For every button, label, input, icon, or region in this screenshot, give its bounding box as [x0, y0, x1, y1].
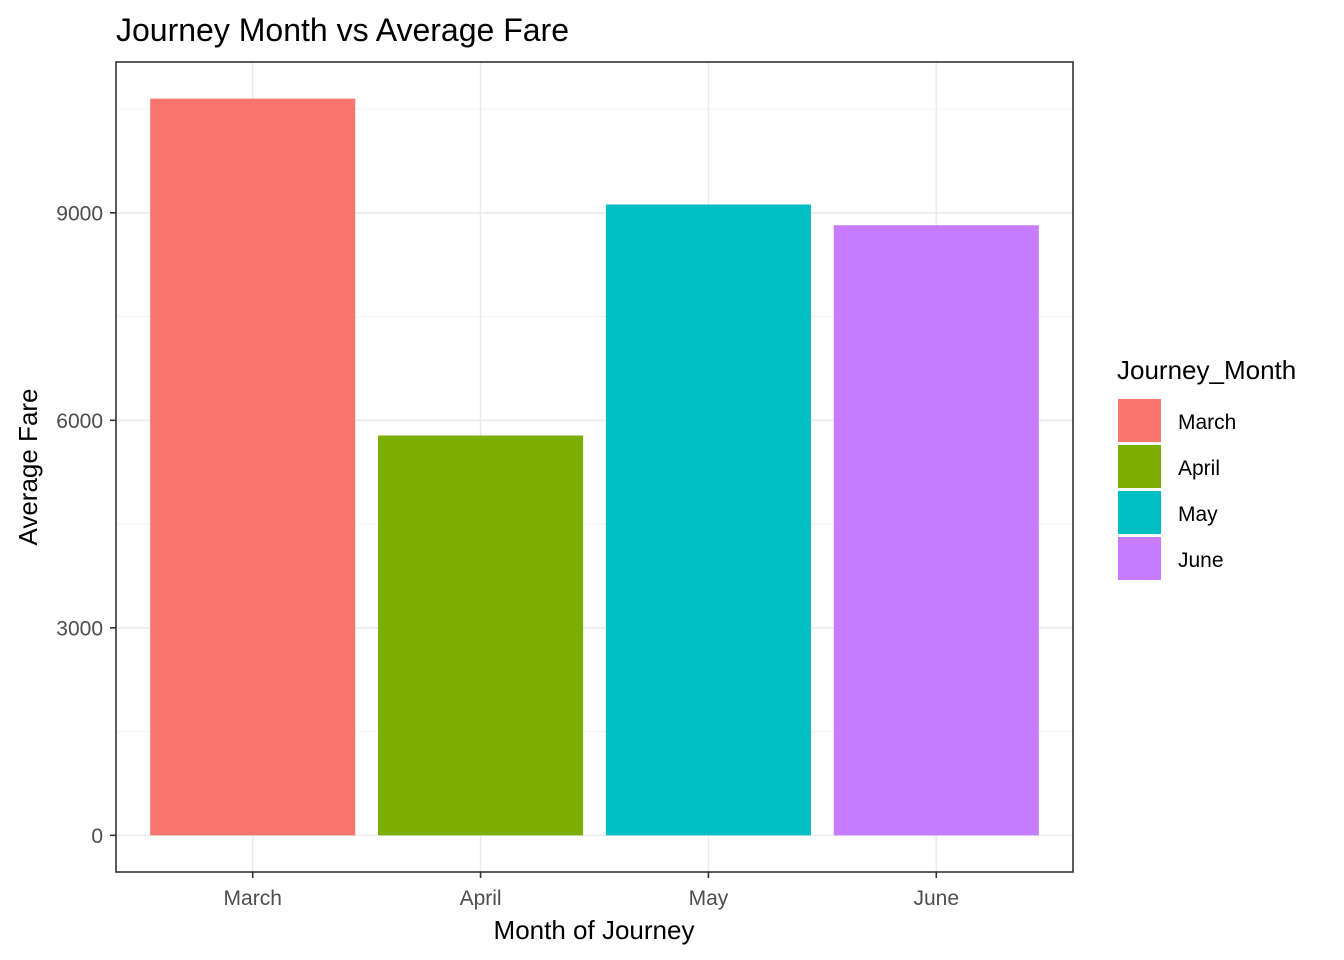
bar-may — [605, 204, 811, 836]
legend-swatch — [1118, 445, 1161, 488]
y-tick-label: 3000 — [56, 617, 103, 640]
x-tick-label: June — [914, 887, 960, 910]
y-axis-title: Average Fare — [13, 388, 43, 545]
legend: Journey_Month March April May June — [1117, 355, 1296, 580]
legend-label: May — [1178, 503, 1218, 526]
legend-label: June — [1178, 549, 1224, 572]
legend-label: March — [1178, 411, 1236, 434]
bars — [150, 98, 1039, 836]
plot-panel-border — [115, 61, 1074, 873]
y-tick-label: 6000 — [56, 410, 103, 433]
chart-title: Journey Month vs Average Fare — [116, 12, 569, 48]
y-tick-label: 0 — [91, 825, 103, 848]
legend-swatch — [1118, 537, 1161, 580]
axis-ticks: 0 3000 6000 9000 March April May June — [56, 202, 959, 910]
legend-title: Journey_Month — [1117, 355, 1296, 385]
legend-swatch — [1118, 491, 1161, 534]
x-axis-title: Month of Journey — [494, 915, 695, 945]
legend-items: March April May June — [1118, 399, 1236, 580]
legend-label: April — [1178, 457, 1220, 480]
x-tick-label: March — [224, 887, 282, 910]
x-tick-label: May — [689, 887, 729, 910]
bar-march — [150, 98, 356, 836]
bar-april — [378, 435, 584, 836]
x-tick-label: April — [460, 887, 502, 910]
y-tick-label: 9000 — [56, 202, 103, 225]
bar-june — [833, 225, 1039, 836]
legend-swatch — [1118, 399, 1161, 442]
